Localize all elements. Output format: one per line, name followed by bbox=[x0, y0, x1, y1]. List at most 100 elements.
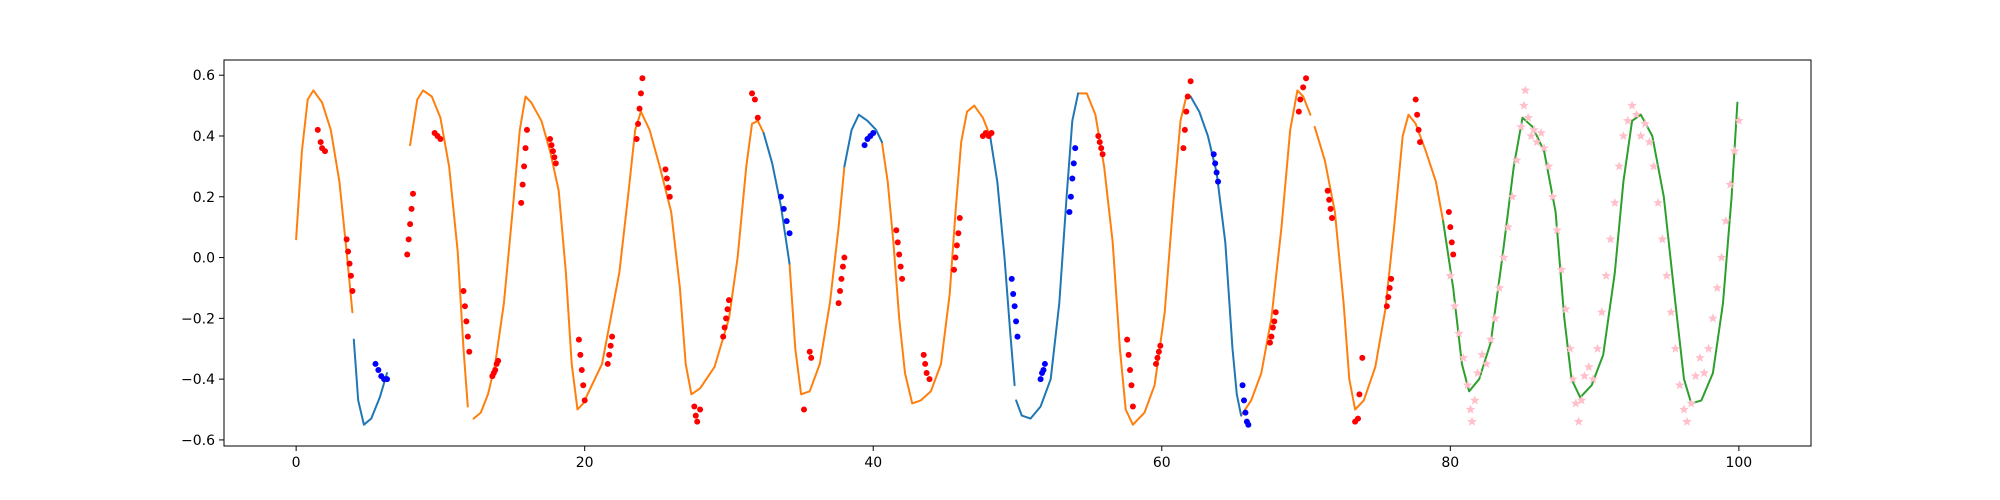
series-3-point-126 bbox=[1356, 391, 1363, 398]
y-tick-label-1: −0.4 bbox=[181, 372, 215, 388]
series-3-point-57 bbox=[694, 418, 701, 425]
series-3-point-7 bbox=[347, 272, 354, 279]
series-3-point-118 bbox=[1300, 84, 1307, 91]
series-5-point-52 bbox=[1644, 137, 1655, 147]
series-4-point-17 bbox=[1014, 333, 1021, 340]
series-5-point-21 bbox=[1523, 112, 1533, 122]
series-1-line-segment-0 bbox=[352, 338, 388, 426]
series-4-point-16 bbox=[1013, 318, 1020, 325]
series-2-group bbox=[1442, 101, 1739, 405]
series-3-point-83 bbox=[926, 376, 933, 383]
series-3-point-51 bbox=[662, 166, 669, 173]
series-3-point-46 bbox=[633, 136, 640, 143]
series-5-point-13 bbox=[1494, 283, 1505, 292]
series-1-line-segment-3 bbox=[989, 135, 1016, 387]
series-3-point-133 bbox=[1414, 111, 1421, 118]
series-5-point-1 bbox=[1449, 301, 1460, 311]
series-5-point-57 bbox=[1666, 307, 1676, 317]
series-1-line-segment-5 bbox=[1189, 95, 1243, 417]
series-3-point-77 bbox=[896, 251, 903, 258]
series-5-point-3 bbox=[1458, 352, 1469, 362]
series-3-point-72 bbox=[838, 275, 845, 282]
series-3-point-70 bbox=[835, 300, 842, 307]
series-3-point-127 bbox=[1359, 354, 1366, 361]
series-3-point-81 bbox=[922, 360, 929, 367]
series-3-point-93 bbox=[1095, 132, 1102, 139]
series-5-point-35 bbox=[1574, 416, 1584, 426]
series-3-point-75 bbox=[893, 227, 900, 234]
series-5-point-41 bbox=[1597, 307, 1607, 317]
series-5-point-38 bbox=[1584, 362, 1594, 371]
series-3-point-80 bbox=[920, 351, 927, 358]
series-3-point-132 bbox=[1412, 96, 1419, 103]
series-3-point-17 bbox=[460, 287, 467, 294]
series-5-point-18 bbox=[1516, 121, 1526, 131]
series-4-point-35 bbox=[1245, 421, 1252, 428]
series-1-group bbox=[352, 92, 1243, 426]
series-3-point-29 bbox=[521, 163, 528, 170]
series-4-point-23 bbox=[1067, 193, 1074, 200]
series-5-point-69 bbox=[1716, 252, 1727, 262]
series-5-point-65 bbox=[1699, 368, 1709, 378]
series-3-point-32 bbox=[547, 136, 554, 143]
series-5-point-50 bbox=[1636, 131, 1646, 140]
series-3-point-58 bbox=[697, 406, 704, 413]
series-3-point-100 bbox=[1128, 382, 1135, 389]
series-5-point-5 bbox=[1465, 404, 1476, 414]
series-5-point-20 bbox=[1520, 85, 1531, 95]
series-5-point-53 bbox=[1649, 161, 1659, 171]
series-1-line-segment-2 bbox=[843, 113, 883, 168]
series-4-point-12 bbox=[870, 129, 877, 136]
series-3-point-18 bbox=[461, 303, 468, 310]
y-tick-label-4: 0.2 bbox=[193, 190, 215, 206]
series-5-point-60 bbox=[1679, 404, 1689, 414]
series-3-point-102 bbox=[1153, 360, 1160, 367]
series-3-point-69 bbox=[800, 406, 807, 413]
series-3-point-128 bbox=[1383, 303, 1390, 310]
series-3-point-104 bbox=[1155, 348, 1162, 355]
series-4-point-20 bbox=[1040, 367, 1047, 374]
series-3-point-97 bbox=[1124, 336, 1131, 343]
series-5-point-30 bbox=[1556, 264, 1567, 274]
series-4-point-6 bbox=[780, 205, 787, 212]
series-5-point-4 bbox=[1462, 380, 1473, 390]
series-4-point-13 bbox=[1008, 275, 1015, 282]
series-3-point-135 bbox=[1417, 139, 1424, 146]
series-3-point-14 bbox=[407, 221, 414, 228]
series-0-line-segment-1 bbox=[409, 89, 469, 408]
series-3-point-125 bbox=[1354, 415, 1361, 422]
series-3-point-15 bbox=[408, 205, 415, 212]
series-5-point-34 bbox=[1571, 398, 1581, 408]
series-4-point-1 bbox=[375, 367, 382, 374]
series-5-point-61 bbox=[1682, 416, 1692, 426]
x-tick-label-1: 20 bbox=[576, 455, 594, 471]
series-3-point-31 bbox=[523, 126, 530, 133]
series-3-point-87 bbox=[955, 230, 962, 237]
series-5-point-26 bbox=[1539, 143, 1549, 153]
series-4-point-28 bbox=[1212, 160, 1219, 167]
series-3-point-49 bbox=[637, 90, 644, 97]
series-5-point-72 bbox=[1729, 146, 1740, 156]
series-3-point-110 bbox=[1187, 78, 1194, 85]
series-3-point-113 bbox=[1269, 324, 1276, 331]
series-5-point-37 bbox=[1579, 371, 1590, 381]
series-5-point-45 bbox=[1614, 161, 1624, 171]
series-5-point-29 bbox=[1552, 225, 1562, 235]
series-3-point-5 bbox=[345, 248, 352, 255]
series-5-point-2 bbox=[1454, 328, 1464, 338]
series-3-point-66 bbox=[754, 114, 761, 121]
series-5-point-56 bbox=[1662, 270, 1672, 280]
y-tick-label-3: 0.0 bbox=[193, 251, 215, 267]
series-5-point-49 bbox=[1631, 109, 1642, 119]
series-3-point-106 bbox=[1180, 145, 1187, 152]
series-5-point-63 bbox=[1690, 371, 1701, 381]
series-3-point-96 bbox=[1099, 151, 1106, 158]
series-3-point-99 bbox=[1127, 367, 1134, 374]
series-5-point-43 bbox=[1605, 234, 1616, 244]
series-3-point-11 bbox=[437, 136, 444, 143]
series-3-point-129 bbox=[1385, 294, 1392, 301]
series-3-point-109 bbox=[1184, 93, 1191, 100]
series-3-point-115 bbox=[1272, 309, 1279, 316]
series-5-point-73 bbox=[1734, 115, 1744, 125]
series-5-point-11 bbox=[1486, 334, 1496, 344]
